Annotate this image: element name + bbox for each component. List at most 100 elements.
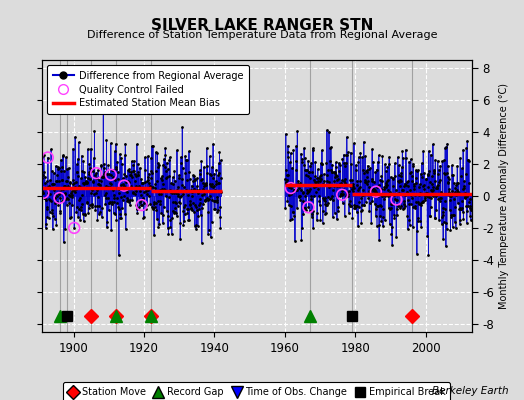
- Point: [370, 187, 379, 194]
- Point: [357, 208, 365, 214]
- Point: [334, 176, 342, 182]
- Point: [417, 200, 425, 206]
- Point: [312, 189, 320, 196]
- Point: [422, 176, 430, 182]
- Point: [451, 189, 459, 196]
- Point: [50, 181, 58, 188]
- Point: [347, 183, 356, 189]
- Point: [339, 191, 347, 197]
- Point: [178, 176, 186, 182]
- Point: [151, 185, 159, 191]
- Point: [378, 214, 387, 220]
- Point: [293, 181, 302, 188]
- Point: [173, 184, 182, 190]
- Point: [451, 204, 460, 210]
- Point: [325, 128, 333, 135]
- Point: [49, 181, 58, 187]
- Point: [183, 177, 191, 183]
- Point: [73, 169, 81, 176]
- Point: [464, 156, 472, 163]
- Point: [462, 203, 471, 209]
- Point: [121, 140, 129, 147]
- Point: [456, 217, 465, 224]
- Point: [203, 163, 212, 170]
- Point: [51, 194, 60, 201]
- Point: [172, 213, 181, 219]
- Point: [109, 174, 117, 181]
- Point: [332, 159, 340, 166]
- Point: [291, 167, 300, 174]
- Point: [309, 225, 318, 231]
- Point: [52, 222, 60, 228]
- Point: [430, 169, 438, 176]
- Point: [161, 193, 170, 200]
- Point: [144, 176, 152, 183]
- Point: [96, 184, 104, 190]
- Point: [163, 224, 172, 231]
- Point: [292, 143, 300, 150]
- Point: [366, 187, 375, 194]
- Point: [300, 205, 308, 211]
- Point: [197, 158, 205, 164]
- Point: [108, 167, 116, 174]
- Point: [368, 187, 377, 193]
- Point: [99, 174, 107, 180]
- Point: [375, 237, 384, 243]
- Point: [344, 188, 353, 194]
- Point: [431, 157, 440, 164]
- Point: [186, 200, 194, 207]
- Point: [424, 148, 433, 154]
- Point: [462, 220, 471, 226]
- Point: [362, 168, 370, 174]
- Point: [51, 216, 59, 222]
- Point: [169, 199, 178, 205]
- Point: [379, 192, 388, 198]
- Point: [340, 152, 348, 158]
- Point: [395, 172, 403, 178]
- Point: [48, 180, 57, 187]
- Point: [79, 180, 87, 186]
- Point: [428, 181, 436, 187]
- Point: [199, 200, 207, 207]
- Point: [305, 169, 313, 176]
- Point: [120, 182, 128, 189]
- Point: [314, 178, 322, 184]
- Point: [193, 175, 202, 181]
- Point: [391, 196, 399, 202]
- Point: [119, 193, 128, 199]
- Point: [116, 151, 124, 157]
- Point: [171, 178, 179, 184]
- Point: [432, 207, 440, 213]
- Point: [337, 188, 346, 194]
- Point: [58, 198, 67, 205]
- Point: [449, 224, 457, 230]
- Point: [100, 173, 108, 179]
- Point: [449, 212, 457, 218]
- Point: [131, 191, 139, 198]
- Point: [457, 172, 465, 179]
- Point: [390, 160, 399, 166]
- Point: [441, 171, 450, 177]
- Point: [380, 186, 388, 192]
- Point: [377, 203, 385, 209]
- Point: [322, 210, 330, 216]
- Point: [69, 146, 77, 152]
- Point: [53, 199, 61, 205]
- Point: [114, 176, 122, 182]
- Point: [213, 194, 221, 200]
- Point: [296, 179, 304, 186]
- Point: [298, 156, 306, 162]
- Point: [53, 193, 61, 199]
- Point: [387, 230, 396, 237]
- Point: [312, 175, 321, 182]
- Point: [431, 215, 440, 222]
- Point: [93, 202, 101, 209]
- Point: [43, 178, 51, 185]
- Point: [443, 162, 452, 169]
- Point: [398, 206, 407, 212]
- Point: [359, 166, 367, 173]
- Point: [112, 166, 120, 172]
- Point: [192, 222, 201, 228]
- Point: [68, 202, 77, 208]
- Point: [174, 175, 183, 182]
